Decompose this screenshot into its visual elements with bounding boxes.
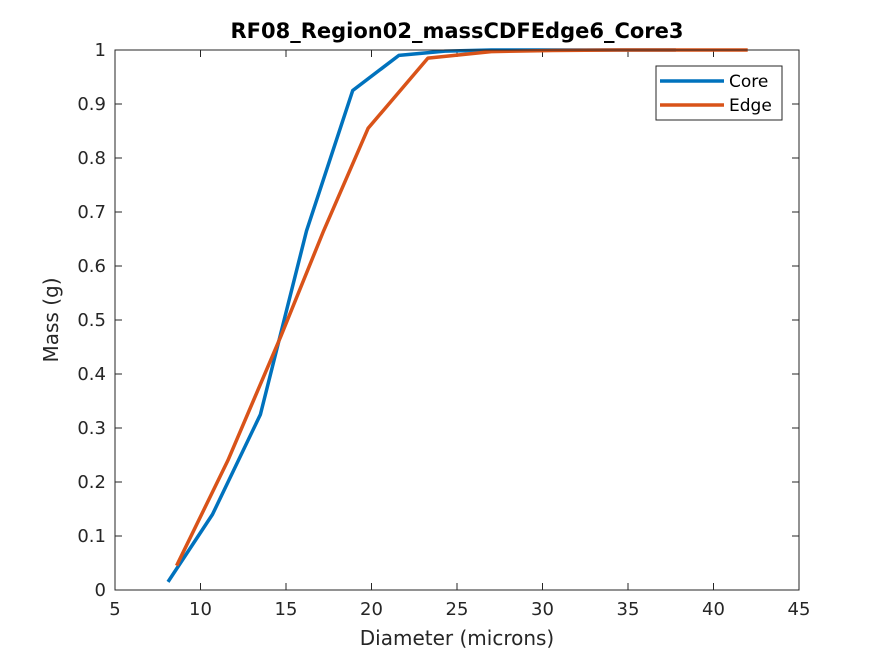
y-tick-label: 0.3 [77, 418, 106, 439]
x-tick-label: 30 [531, 599, 554, 620]
plot-frame [114, 49, 800, 591]
x-axis-title: Diameter (microns) [360, 626, 554, 650]
legend: Core Edge [655, 65, 783, 121]
plot-area [115, 50, 799, 590]
legend-label-edge: Edge [729, 96, 772, 116]
x-tick-label: 10 [189, 599, 212, 620]
y-tick-label: 0.1 [77, 526, 106, 547]
y-tick-label: 0.4 [77, 364, 106, 385]
legend-label-core: Core [729, 72, 768, 92]
x-tick-label: 45 [788, 599, 811, 620]
x-tick-label: 5 [109, 599, 120, 620]
y-tick-label: 1 [95, 40, 106, 61]
y-tick-label: 0.2 [77, 472, 106, 493]
y-tick-label: 0.6 [77, 256, 106, 277]
y-tick-label: 0.8 [77, 148, 106, 169]
x-tick-label: 40 [702, 599, 725, 620]
x-tick-label: 15 [275, 599, 298, 620]
y-tick-label: 0.9 [77, 94, 106, 115]
chart-title: RF08_Region02_massCDFEdge6_Core3 [230, 19, 683, 43]
legend-box [655, 65, 783, 121]
x-tick-label: 35 [617, 599, 640, 620]
axis-ticks: 5 10 15 20 25 30 35 40 45 0 0.1 0.2 0.3 0.4 0.5 0.6 0.7 0… [77, 40, 810, 620]
y-tick-label: 0.5 [77, 310, 106, 331]
x-tick-label: 20 [360, 599, 383, 620]
y-tick-label: 0 [95, 580, 106, 601]
y-axis-title: Mass (g) [39, 277, 63, 362]
y-tick-label: 0.7 [77, 202, 106, 223]
x-tick-label: 25 [446, 599, 469, 620]
